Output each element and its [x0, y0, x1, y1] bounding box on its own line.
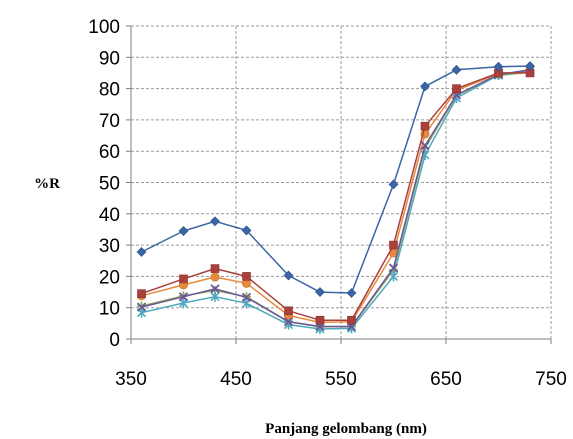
- data-point: [389, 240, 398, 250]
- y-axis-title: %R: [34, 176, 60, 192]
- data-point: [210, 272, 220, 282]
- data-point: [178, 226, 189, 236]
- y-tick-label: 70: [99, 111, 120, 132]
- series-line: [141, 65, 531, 294]
- data-point: [284, 306, 293, 316]
- data-point: [525, 61, 535, 71]
- series-line: [141, 71, 531, 328]
- y-tick-label: 10: [99, 299, 120, 320]
- series-6: [137, 67, 535, 332]
- x-tick-label: 650: [430, 369, 462, 390]
- x-tick-label: 350: [115, 369, 147, 390]
- y-tick-label: 100: [88, 17, 120, 38]
- data-point: [210, 264, 220, 273]
- y-tick-label: 60: [99, 142, 120, 163]
- data-point: [179, 274, 188, 284]
- data-point: [283, 270, 294, 281]
- data-point: [137, 289, 146, 298]
- data-point: [388, 179, 399, 190]
- data-point: [420, 140, 430, 151]
- data-point: [315, 315, 325, 325]
- series-line: [141, 69, 531, 330]
- data-point: [210, 291, 220, 302]
- axes: [126, 25, 552, 344]
- tick-labels: 0 10 20 30 40 50 60 70 80 90 100 350 450 550 650 750: [88, 17, 567, 390]
- series-line: [141, 70, 531, 324]
- series-1: [136, 61, 535, 298]
- data-point: [210, 284, 220, 294]
- data-point: [210, 216, 220, 227]
- y-tick-label: 90: [99, 48, 120, 69]
- data-point: [242, 272, 251, 281]
- data-point: [136, 302, 147, 312]
- data-point: [241, 292, 252, 303]
- data-point: [241, 225, 252, 236]
- data-point: [346, 323, 357, 334]
- data-point: [420, 81, 430, 92]
- data-point: [136, 247, 147, 257]
- y-tick-label: 50: [99, 174, 120, 195]
- data-point: [283, 317, 294, 327]
- data-point: [452, 84, 461, 93]
- data-point: [347, 315, 356, 325]
- series-3: [136, 65, 535, 332]
- series-line: [141, 69, 531, 328]
- y-tick-label: 40: [99, 205, 120, 226]
- y-tick-label: 30: [99, 236, 120, 257]
- y-tick-label: 0: [109, 330, 120, 351]
- gridlines: [131, 25, 552, 339]
- data-point: [346, 288, 357, 298]
- series-2: [137, 68, 535, 325]
- data-point: [388, 271, 399, 282]
- series-layer: [136, 61, 535, 334]
- series-line: [141, 72, 530, 321]
- y-tick-label: 20: [99, 267, 120, 288]
- x-axis-title: Panjang gelombang (nm): [265, 421, 427, 437]
- data-point: [388, 263, 399, 273]
- x-tick-label: 750: [535, 369, 567, 390]
- x-tick-label: 450: [220, 369, 252, 390]
- data-point: [178, 292, 189, 302]
- data-point: [493, 61, 504, 72]
- data-point: [315, 287, 325, 297]
- x-tick-label: 550: [325, 369, 357, 390]
- data-point: [420, 121, 430, 131]
- data-point: [451, 64, 462, 75]
- series-5: [137, 66, 535, 327]
- y-tick-label: 80: [99, 80, 120, 101]
